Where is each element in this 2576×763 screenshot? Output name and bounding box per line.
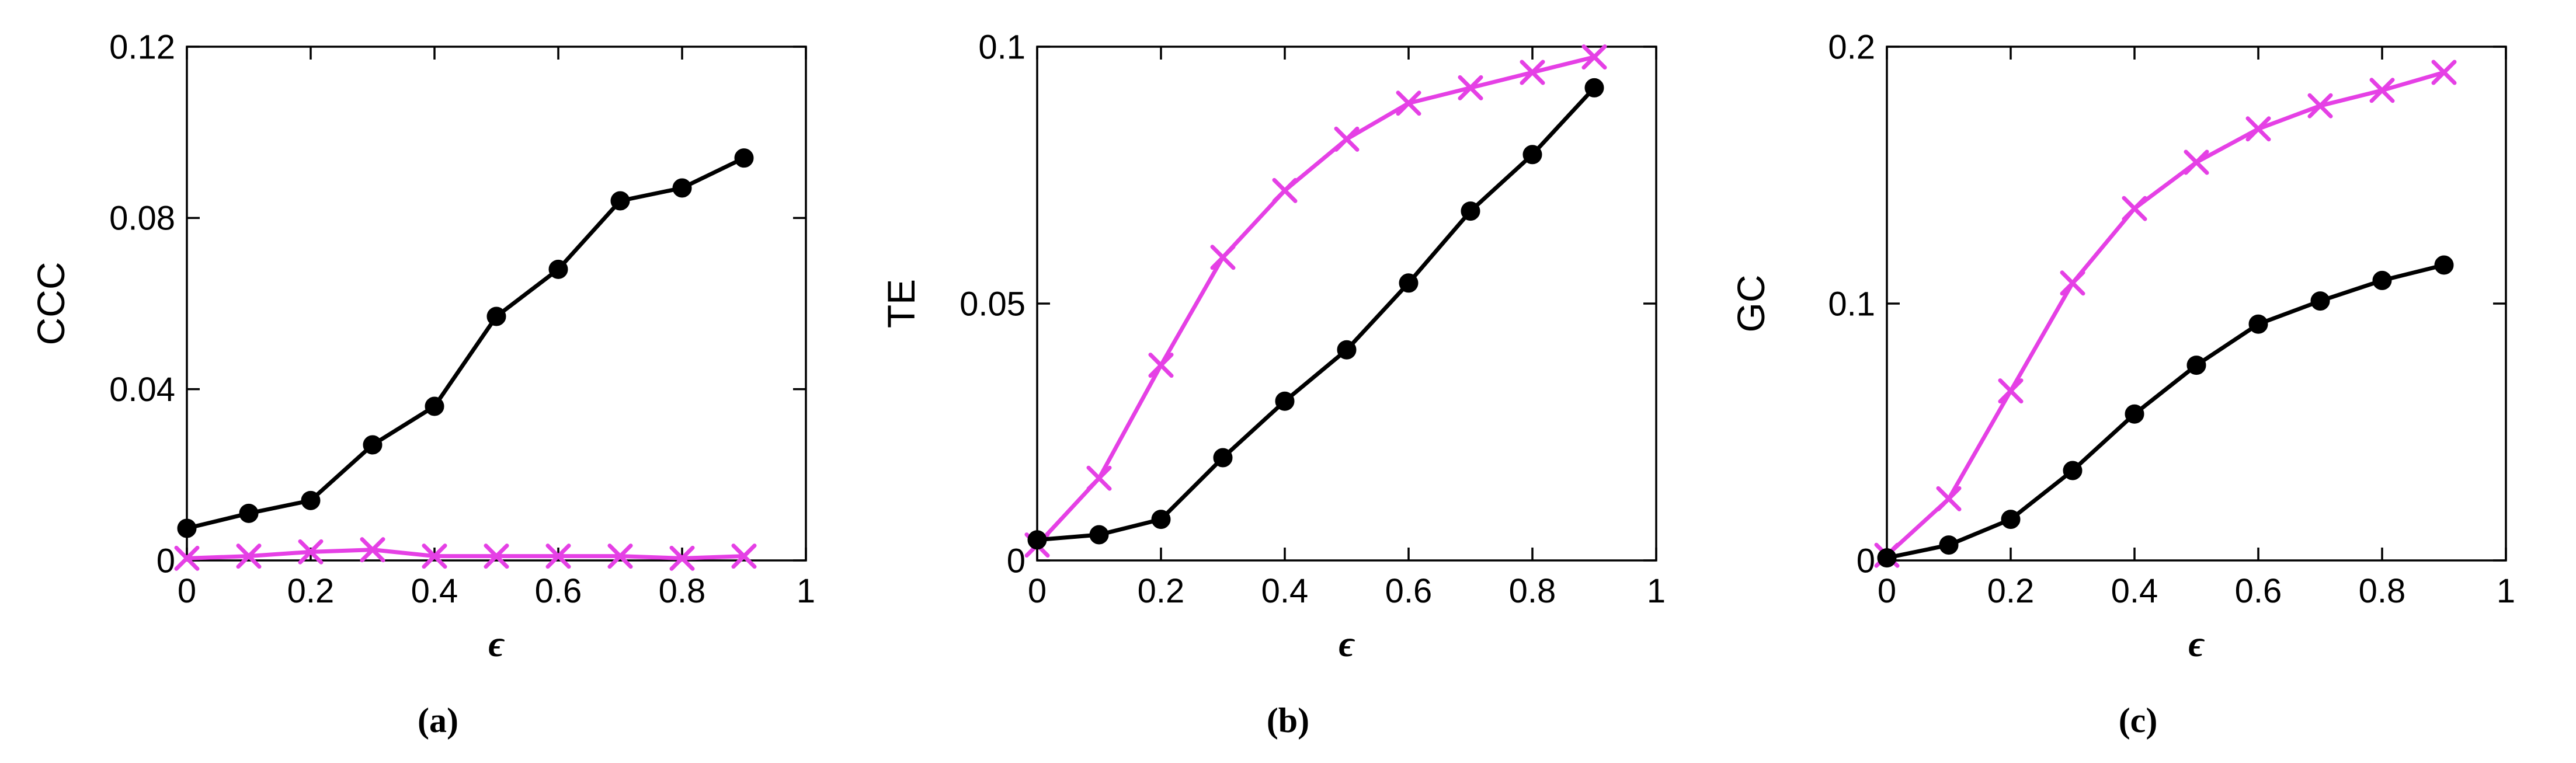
svg-text:0: 0 [1027,572,1046,610]
svg-text:0: 0 [157,542,175,580]
svg-text:0.04: 0.04 [109,371,175,409]
svg-text:0.4: 0.4 [2111,572,2158,610]
svg-text:0.08: 0.08 [109,200,175,238]
svg-text:0: 0 [178,572,196,610]
svg-text:0.8: 0.8 [659,572,706,610]
svg-text:0.8: 0.8 [1508,572,1556,610]
svg-text:0: 0 [1006,542,1025,580]
plot-a: 0 0.2 0.4 0.6 0.8 1 0 0.04 0.08 0.12 CCC ϵ [29,12,847,701]
panel-c: 0 0.2 0.4 0.6 0.8 1 0 0.1 0.2 GC ϵ (c) [1729,12,2547,738]
svg-text:GC: GC [1729,275,1772,333]
svg-text:0.4: 0.4 [1261,572,1308,610]
sublabel-c: (c) [2119,703,2158,738]
svg-text:0.12: 0.12 [109,28,175,66]
figure-row: 0 0.2 0.4 0.6 0.8 1 0 0.04 0.08 0.12 CCC ϵ (a) 0 0.2… [0,0,2576,763]
panel-a: 0 0.2 0.4 0.6 0.8 1 0 0.04 0.08 0.12 CCC ϵ (a) [29,12,847,738]
svg-text:0.6: 0.6 [535,572,582,610]
svg-text:0.2: 0.2 [1987,572,2035,610]
svg-text:0.2: 0.2 [1137,572,1184,610]
svg-text:0.1: 0.1 [1828,285,1875,323]
svg-text:0: 0 [1878,572,1896,610]
svg-text:0: 0 [1857,542,1875,580]
sublabel-a: (a) [418,703,458,738]
panel-b: 0 0.2 0.4 0.6 0.8 1 0 0.05 0.1 TE ϵ (b) [879,12,1697,738]
svg-text:0.2: 0.2 [287,572,335,610]
svg-text:1: 1 [2497,572,2515,610]
plot-c: 0 0.2 0.4 0.6 0.8 1 0 0.1 0.2 GC ϵ [1729,12,2547,701]
svg-text:1: 1 [1646,572,1665,610]
svg-text:ϵ: ϵ [2188,623,2205,664]
svg-text:ϵ: ϵ [488,623,505,664]
sublabel-b: (b) [1267,703,1309,738]
svg-text:CCC: CCC [29,262,72,346]
svg-text:0.05: 0.05 [960,285,1025,323]
svg-text:0.4: 0.4 [411,572,458,610]
svg-text:TE: TE [879,279,923,328]
svg-text:ϵ: ϵ [1339,623,1355,664]
svg-text:1: 1 [797,572,815,610]
svg-text:0.1: 0.1 [978,28,1025,66]
svg-text:0.8: 0.8 [2359,572,2406,610]
svg-text:0.6: 0.6 [1385,572,1432,610]
plot-b: 0 0.2 0.4 0.6 0.8 1 0 0.05 0.1 TE ϵ [879,12,1697,701]
svg-text:0.6: 0.6 [2235,572,2282,610]
svg-text:0.2: 0.2 [1828,28,1875,66]
